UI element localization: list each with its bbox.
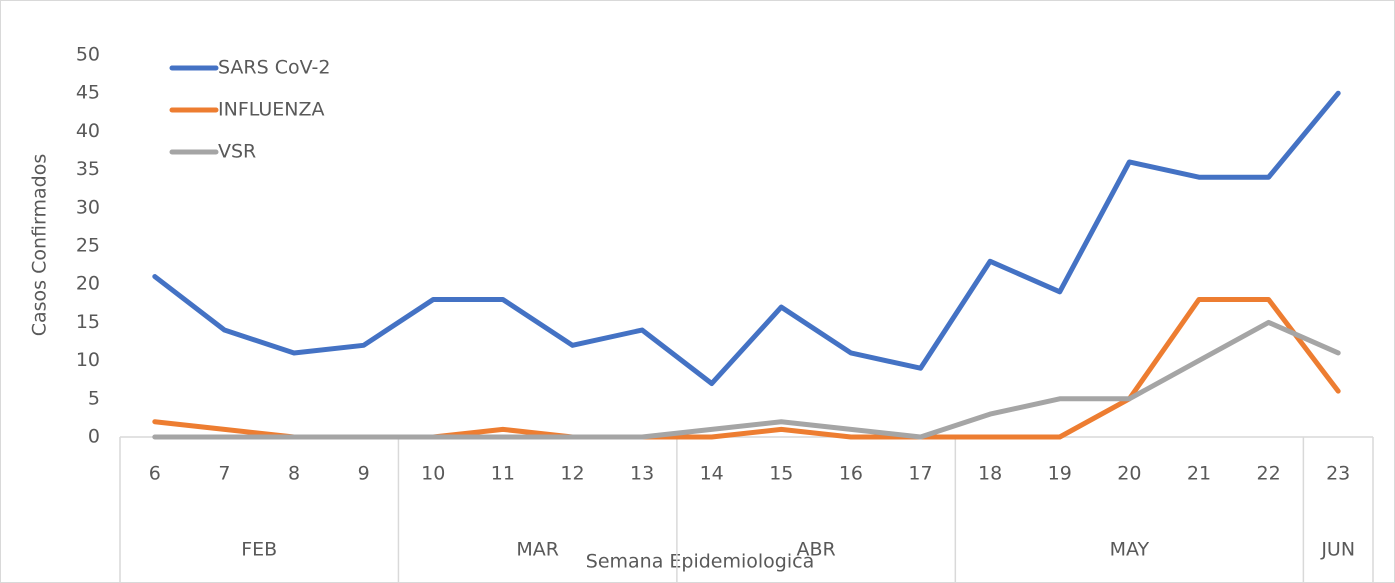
x-tick-label: 13: [630, 463, 654, 485]
legend-label: SARS CoV-2: [218, 57, 330, 79]
x-tick-label: 22: [1256, 463, 1280, 485]
group-label: JUN: [1320, 539, 1355, 561]
y-tick-label: 30: [76, 196, 100, 218]
y-tick-label: 20: [76, 273, 100, 295]
y-tick-label: 5: [88, 387, 100, 409]
x-tick-label: 18: [978, 463, 1002, 485]
x-tick-label: 9: [358, 463, 370, 485]
y-tick-label: 25: [76, 235, 100, 257]
series-line: [152, 319, 1341, 440]
x-axis-title: Semana Epidemiologica: [586, 551, 814, 573]
x-tick-label: 15: [769, 463, 793, 485]
group-label: ABR: [796, 539, 835, 561]
legend-label: VSR: [218, 141, 256, 163]
x-tick-label: 17: [908, 463, 932, 485]
x-tick-label: 14: [700, 463, 724, 485]
x-tick-label: 10: [421, 463, 445, 485]
y-tick-label: 15: [76, 311, 100, 333]
group-label: MAR: [516, 539, 559, 561]
x-tick-label: 11: [491, 463, 515, 485]
y-axis-title: Casos Confirmados: [29, 154, 51, 337]
x-tick-label: 8: [288, 463, 300, 485]
y-tick-label: 10: [76, 349, 100, 371]
x-tick-label: 7: [218, 463, 230, 485]
x-tick-label: 20: [1117, 463, 1141, 485]
y-tick-label: 0: [88, 426, 100, 448]
x-tick-label: 23: [1326, 463, 1350, 485]
x-tick-label: 19: [1048, 463, 1072, 485]
group-label: FEB: [241, 539, 277, 561]
y-tick-label: 45: [76, 82, 100, 104]
x-tick-label: 16: [839, 463, 863, 485]
group-label: MAY: [1110, 539, 1150, 561]
x-tick-label: 6: [149, 463, 161, 485]
y-tick-label: 40: [76, 120, 100, 142]
series-line: [152, 90, 1341, 387]
y-tick-label: 50: [76, 44, 100, 66]
x-tick-label: 12: [560, 463, 584, 485]
legend-label: INFLUENZA: [218, 99, 325, 121]
x-tick-label: 21: [1187, 463, 1211, 485]
y-tick-label: 35: [76, 158, 100, 180]
